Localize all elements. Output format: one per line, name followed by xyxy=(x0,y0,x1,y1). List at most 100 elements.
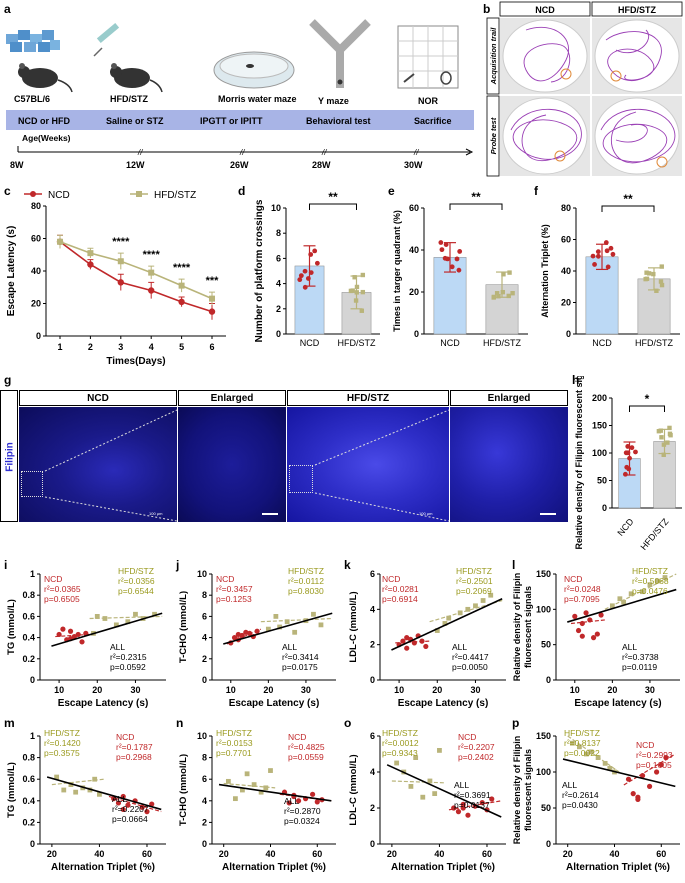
y-axis-label: Relative density of Filipin fluorescent … xyxy=(574,376,584,550)
data-point xyxy=(442,255,448,261)
panel-label-m: m xyxy=(4,716,15,730)
y-tick-label: 80 xyxy=(31,201,41,211)
data-point-hfd xyxy=(225,778,231,784)
data-point-ncd xyxy=(314,799,320,805)
data-point-hfd xyxy=(133,611,138,617)
x-tick-label: 30 xyxy=(645,685,655,695)
stats-ncd-1: r²=0.0281 xyxy=(382,584,419,594)
tick-8w: 8W xyxy=(10,160,24,170)
stats-all-0: ALL xyxy=(452,642,467,652)
stats-hfd-1: r²=0.0153 xyxy=(216,738,253,748)
data-point-hfd xyxy=(394,760,400,766)
fit-line-all xyxy=(51,612,163,647)
data-point xyxy=(496,294,501,299)
data-point-ncd xyxy=(460,801,466,807)
data-point-hfd xyxy=(92,776,98,782)
data-point xyxy=(661,442,667,447)
icon-label-ymaze: Y maze xyxy=(318,96,349,106)
x-tick-label: NCD xyxy=(440,338,460,348)
y-axis-label: Relative density of Filipin xyxy=(512,736,522,845)
data-point xyxy=(298,273,304,279)
x-tick-label: HFD/STZ xyxy=(638,516,670,552)
stats-hfd-2: p=0.2069 xyxy=(456,586,492,596)
y-tick-label: 0 xyxy=(546,839,551,849)
data-point-hfd xyxy=(318,622,324,628)
fit-line-hfd xyxy=(604,573,677,610)
data-point xyxy=(661,452,666,458)
data-point xyxy=(308,270,314,276)
significance-stars: **** xyxy=(143,249,161,261)
fit-line-ncd xyxy=(108,795,162,813)
fit-line-ncd xyxy=(623,753,676,786)
y-tick-label: 20 xyxy=(31,299,41,309)
data-point-ncd xyxy=(583,610,589,616)
data-point-hfd xyxy=(488,592,494,598)
panel-label-l: l xyxy=(512,558,516,572)
stats-ncd-0: NCD xyxy=(288,732,306,742)
panel-label-j: j xyxy=(176,558,180,572)
y-tick-label: 200 xyxy=(592,393,607,403)
y-tick-label: 10 xyxy=(271,203,281,213)
data-point xyxy=(87,250,94,257)
chart-o-ldl-alternation: 0 2 4 6 20 40 60 LDL-C (mmol/L) Alternation Trip… xyxy=(348,728,506,873)
y-tick-label: 0 xyxy=(202,675,207,685)
significance-stars: * xyxy=(645,392,650,406)
stats-all-0: ALL xyxy=(622,642,637,652)
data-point-ncd xyxy=(79,639,85,645)
y-tick-label: 4 xyxy=(276,279,281,289)
data-point-hfd xyxy=(473,603,478,609)
data-point-ncd xyxy=(575,627,582,634)
stats-all-0: ALL xyxy=(454,780,469,790)
x-tick-label: 20 xyxy=(47,849,57,859)
data-point xyxy=(208,308,216,315)
stats-hfd-2: p=0.6544 xyxy=(118,586,154,596)
y-axis-label: TG (mmol/L) xyxy=(6,599,17,655)
chart-i-tg-escape: 0 0.2 0.4 0.6 0.8 1 10 20 30 TG (mmol/L) Escape La… xyxy=(6,566,166,709)
y-tick-label: 6 xyxy=(370,569,375,579)
chart-m-tg-alternation: 0 0.2 0.4 0.6 0.8 1 20 40 60 TG (mmol/L) Alternati… xyxy=(6,728,166,873)
data-point xyxy=(510,291,515,296)
x-tick-label: HFD/STZ xyxy=(635,338,673,348)
data-point-ncd xyxy=(646,783,653,789)
stats-ncd-2: p=0.1253 xyxy=(216,594,252,604)
chart-j-tcho-escape: 0 2 4 6 8 10 10 20 30 T-CHO (mmol/L) Escape Latenc… xyxy=(178,566,336,709)
panel-label-f: f xyxy=(534,184,538,198)
stats-ncd-1: r²=0.4825 xyxy=(288,742,325,752)
data-point xyxy=(500,289,506,295)
chart-h-filipin-density: 0 50 100 150 200 Relative density of Filipin … xyxy=(574,376,682,552)
data-point-ncd xyxy=(120,806,126,813)
significance-bracket xyxy=(449,203,503,210)
data-point-ncd xyxy=(654,769,660,775)
stats-ncd-2: p=0.1605 xyxy=(636,760,672,770)
panel-label-d: d xyxy=(238,184,246,198)
significance-stars: **** xyxy=(112,236,130,248)
data-point-hfd xyxy=(420,794,426,800)
y-tick-label: 20 xyxy=(561,298,571,308)
chart-l-filipin-escape: 0 50 100 150 10 20 30 Relative density of Filip… xyxy=(512,566,680,709)
svg-text://: // xyxy=(413,148,419,157)
data-point-hfd xyxy=(432,791,438,796)
data-point-hfd xyxy=(125,619,131,625)
data-point-ncd xyxy=(404,645,410,651)
track-image-acq-hfd xyxy=(592,18,682,94)
stats-all-2: p=0.0050 xyxy=(452,662,488,672)
data-point-hfd xyxy=(413,755,419,760)
stats-hfd-2: p=0.0022 xyxy=(564,748,600,758)
g-image-enlarged-ncd xyxy=(178,407,286,522)
y-tick-label: 40 xyxy=(31,266,41,276)
data-point-ncd xyxy=(246,630,253,636)
stats-all-2: p=0.0119 xyxy=(622,662,657,672)
data-point-ncd xyxy=(572,613,578,619)
x-tick-label: 4 xyxy=(149,342,154,352)
data-point xyxy=(592,262,597,267)
y-tick-label: 6 xyxy=(202,611,207,621)
stats-all-2: p=0.0324 xyxy=(284,816,320,826)
stats-hfd-0: HFD/STZ xyxy=(118,566,154,576)
data-point-ncd xyxy=(635,796,641,802)
stats-hfd-1: r²=0.8137 xyxy=(564,738,601,748)
data-point-hfd xyxy=(442,621,448,626)
x-axis-label: Alternation Triplet (%) xyxy=(566,862,670,873)
stats-all-1: r²=0.3414 xyxy=(282,652,319,662)
data-point-hfd xyxy=(640,589,645,595)
data-point xyxy=(595,253,601,259)
